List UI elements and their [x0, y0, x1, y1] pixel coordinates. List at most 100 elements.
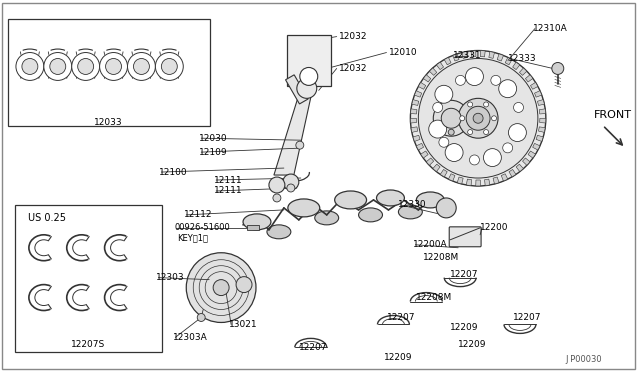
Polygon shape: [522, 158, 530, 165]
Text: 12033: 12033: [94, 118, 123, 127]
Polygon shape: [525, 75, 533, 82]
Polygon shape: [419, 82, 426, 89]
Circle shape: [502, 143, 513, 153]
Circle shape: [508, 124, 526, 141]
Polygon shape: [509, 170, 516, 177]
Circle shape: [287, 184, 295, 192]
Text: 12111: 12111: [214, 186, 243, 195]
FancyBboxPatch shape: [449, 227, 481, 247]
Text: 12207: 12207: [299, 343, 327, 352]
Circle shape: [466, 106, 490, 130]
Bar: [285, 75, 308, 104]
Circle shape: [269, 177, 285, 193]
Text: 12310A: 12310A: [533, 24, 568, 33]
Text: 12032: 12032: [339, 32, 367, 41]
Polygon shape: [461, 52, 467, 58]
Circle shape: [77, 58, 93, 74]
Circle shape: [16, 52, 44, 80]
Text: 12209: 12209: [383, 353, 412, 362]
Polygon shape: [531, 82, 538, 89]
Polygon shape: [484, 179, 490, 186]
Polygon shape: [480, 51, 485, 57]
Circle shape: [296, 141, 304, 149]
Text: 12331: 12331: [453, 51, 482, 60]
Circle shape: [197, 314, 205, 321]
Circle shape: [156, 52, 183, 80]
Polygon shape: [436, 62, 444, 70]
Polygon shape: [505, 57, 512, 65]
Polygon shape: [420, 151, 428, 158]
Circle shape: [436, 198, 456, 218]
Text: 12207S: 12207S: [70, 340, 105, 349]
Text: 12109: 12109: [199, 148, 228, 157]
Text: KEY（1）: KEY（1）: [177, 233, 208, 242]
Circle shape: [491, 76, 500, 85]
Bar: [287, 35, 331, 86]
Bar: [8, 19, 210, 126]
Circle shape: [429, 120, 447, 138]
Polygon shape: [536, 135, 543, 141]
Circle shape: [50, 58, 66, 74]
Circle shape: [72, 52, 100, 80]
Text: 12333: 12333: [508, 54, 536, 63]
Polygon shape: [426, 158, 434, 165]
Circle shape: [445, 144, 463, 161]
Text: 12303: 12303: [156, 273, 185, 282]
Polygon shape: [415, 91, 422, 97]
Polygon shape: [423, 75, 431, 82]
Polygon shape: [538, 127, 545, 132]
Ellipse shape: [376, 190, 404, 206]
Circle shape: [460, 116, 465, 121]
Circle shape: [435, 85, 453, 103]
Text: 12112: 12112: [184, 211, 212, 219]
Circle shape: [465, 68, 483, 86]
Circle shape: [236, 277, 252, 293]
Ellipse shape: [417, 192, 444, 208]
Polygon shape: [532, 143, 540, 150]
Ellipse shape: [315, 211, 339, 225]
Polygon shape: [493, 177, 499, 184]
Circle shape: [283, 174, 299, 190]
Circle shape: [439, 137, 449, 147]
Circle shape: [161, 58, 177, 74]
Text: 12209: 12209: [450, 323, 479, 332]
Polygon shape: [413, 135, 420, 141]
Polygon shape: [516, 164, 524, 171]
Text: 12200A: 12200A: [413, 240, 448, 249]
Circle shape: [492, 116, 497, 121]
Circle shape: [297, 78, 317, 98]
Polygon shape: [429, 68, 436, 76]
Text: 12208M: 12208M: [417, 293, 452, 302]
Circle shape: [513, 102, 524, 112]
Circle shape: [484, 102, 488, 107]
Circle shape: [433, 102, 443, 112]
Polygon shape: [540, 118, 546, 123]
Text: 12207: 12207: [387, 313, 415, 322]
Circle shape: [100, 52, 127, 80]
Polygon shape: [411, 127, 418, 132]
Text: 12209: 12209: [458, 340, 486, 349]
Polygon shape: [489, 52, 495, 58]
Text: 00926-51600: 00926-51600: [174, 223, 230, 232]
Text: 12207: 12207: [450, 270, 479, 279]
Circle shape: [410, 51, 546, 186]
Polygon shape: [476, 180, 481, 186]
Polygon shape: [416, 143, 424, 150]
Circle shape: [483, 149, 501, 167]
Text: 12200: 12200: [480, 223, 509, 232]
Text: 12330: 12330: [399, 201, 427, 209]
Polygon shape: [497, 54, 504, 61]
Circle shape: [552, 62, 564, 74]
Ellipse shape: [288, 199, 320, 217]
Polygon shape: [440, 170, 447, 177]
Bar: [247, 225, 259, 230]
Circle shape: [456, 76, 465, 85]
Polygon shape: [274, 89, 313, 175]
Circle shape: [186, 253, 256, 323]
Polygon shape: [528, 151, 536, 158]
Polygon shape: [534, 91, 541, 97]
Circle shape: [44, 52, 72, 80]
Ellipse shape: [243, 214, 271, 230]
Polygon shape: [457, 177, 463, 184]
Circle shape: [470, 155, 479, 165]
